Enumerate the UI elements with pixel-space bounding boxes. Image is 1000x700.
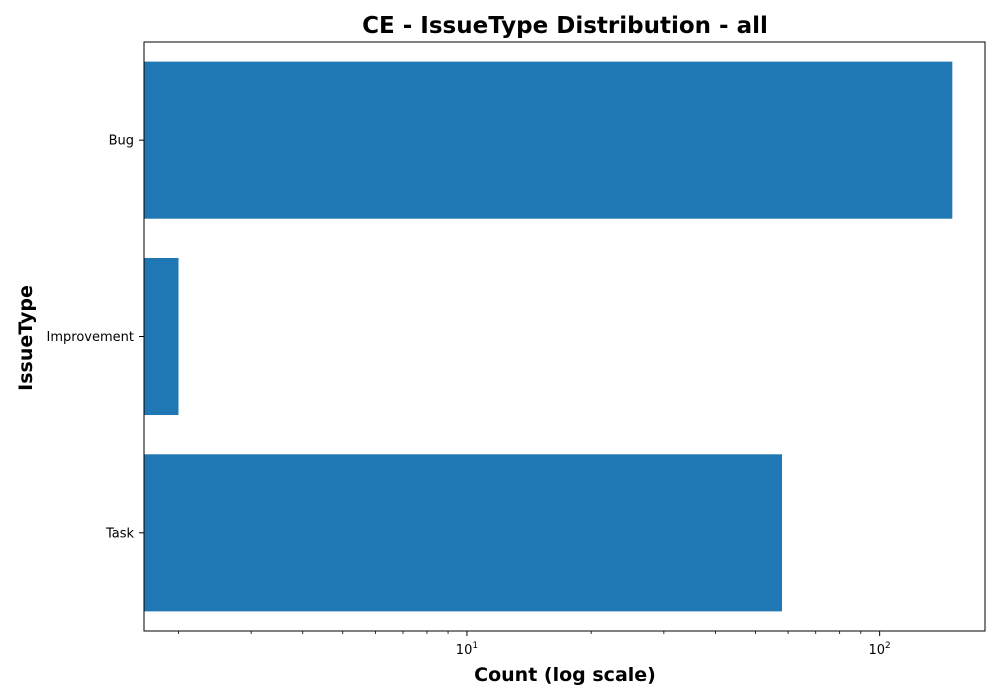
bar-task xyxy=(144,454,783,612)
y-tick-label-improvement: Improvement xyxy=(47,330,134,345)
bar-bug xyxy=(144,61,953,219)
x-tick-label: 102 xyxy=(869,641,891,658)
y-tick-label-task: Task xyxy=(105,526,135,541)
bars-group xyxy=(144,61,953,612)
bar-improvement xyxy=(144,257,179,416)
chart-title: CE - IssueType Distribution - all xyxy=(362,13,768,39)
y-tick-label-bug: Bug xyxy=(109,134,134,149)
y-axis-label: IssueType xyxy=(15,285,37,391)
x-tick-label: 101 xyxy=(456,641,478,658)
plot-frame xyxy=(143,41,986,632)
x-axis-label: Count (log scale) xyxy=(474,664,656,686)
x-ticks-group: 101 102 xyxy=(178,631,891,658)
y-ticks-group: Bug Improvement Task xyxy=(47,134,144,541)
